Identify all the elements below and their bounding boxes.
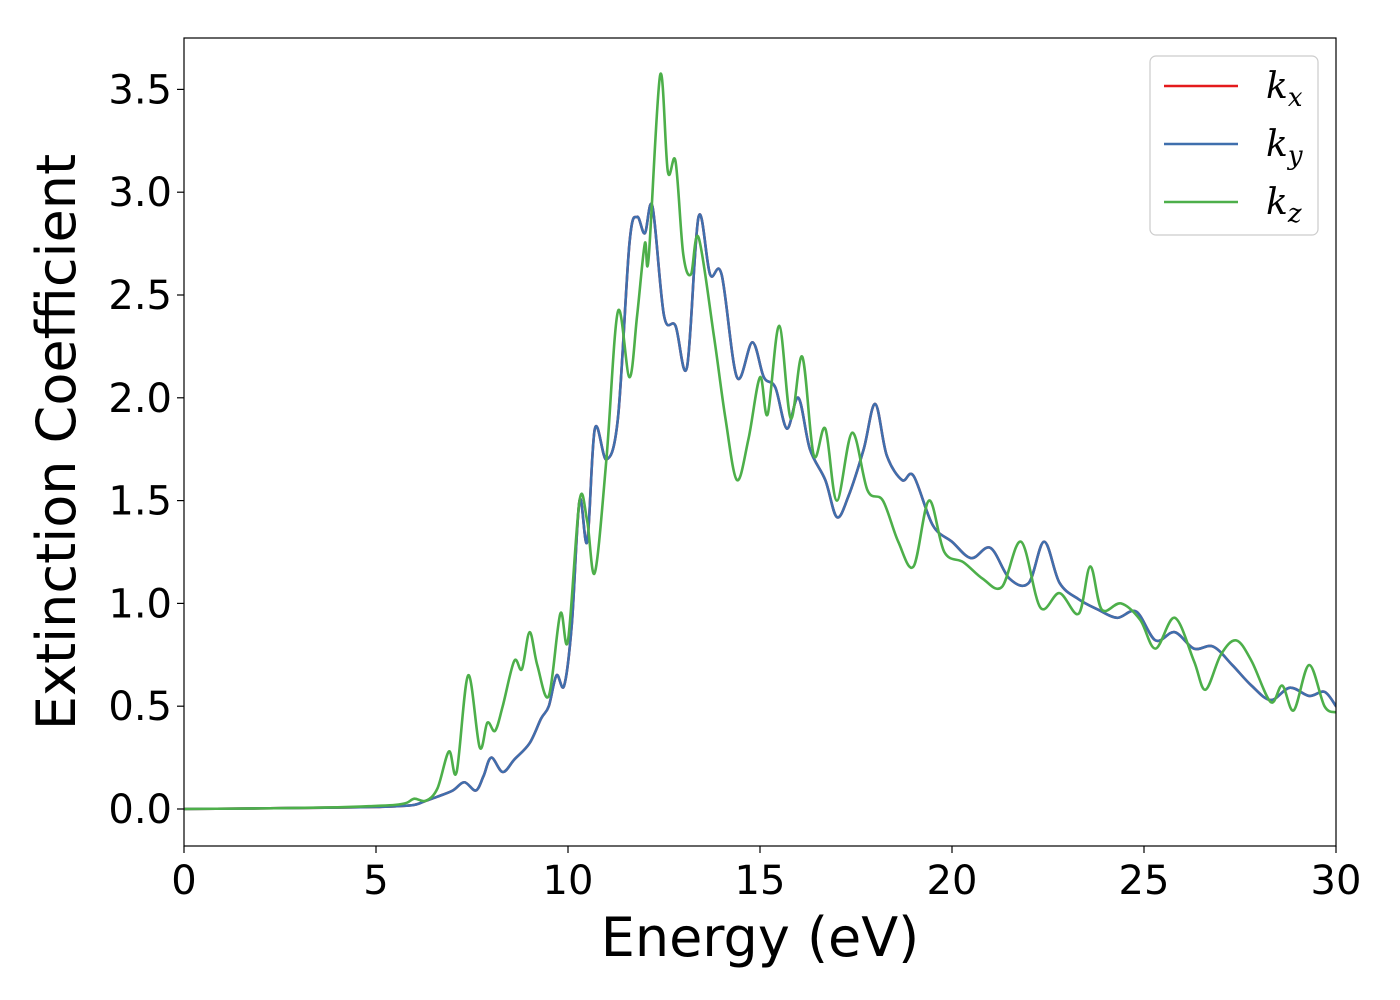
y-tick-label: 2.5 (108, 273, 172, 319)
y-axis-title: Extinction Coefficient (25, 154, 88, 730)
series-layer (184, 72, 1336, 811)
y-tick-label: 3.5 (108, 67, 172, 113)
x-tick-label: 20 (927, 858, 978, 904)
legend-label-x: kx (1266, 66, 1303, 113)
legend-label-z: kz (1266, 182, 1302, 229)
y-tick-label: 0.0 (108, 787, 172, 833)
series-line-y (184, 202, 1336, 811)
y-tick-label: 0.5 (108, 684, 172, 730)
legend-label-y: ky (1266, 124, 1303, 171)
y-tick-label: 3.0 (108, 170, 172, 216)
y-tick-label: 2.0 (108, 376, 172, 422)
y-axis: 0.0 0.5 1.0 1.5 2.0 2.5 3.0 3.5 (108, 67, 184, 833)
x-tick-label: 0 (171, 858, 196, 904)
x-tick-label: 10 (543, 858, 594, 904)
y-tick-label: 1.5 (108, 479, 172, 525)
legend-box (1149, 55, 1319, 236)
x-axis-title: Energy (eV) (601, 906, 920, 969)
x-tick-label: 30 (1311, 858, 1362, 904)
x-tick-label: 5 (363, 858, 388, 904)
legend: kx ky kz (1149, 55, 1319, 236)
x-tick-label: 25 (1119, 858, 1170, 904)
series-line-z (184, 72, 1336, 811)
x-axis: 0 5 10 15 20 25 30 (171, 846, 1361, 904)
series-line-x (184, 202, 1336, 811)
x-tick-label: 15 (735, 858, 786, 904)
y-tick-label: 1.0 (108, 581, 172, 627)
